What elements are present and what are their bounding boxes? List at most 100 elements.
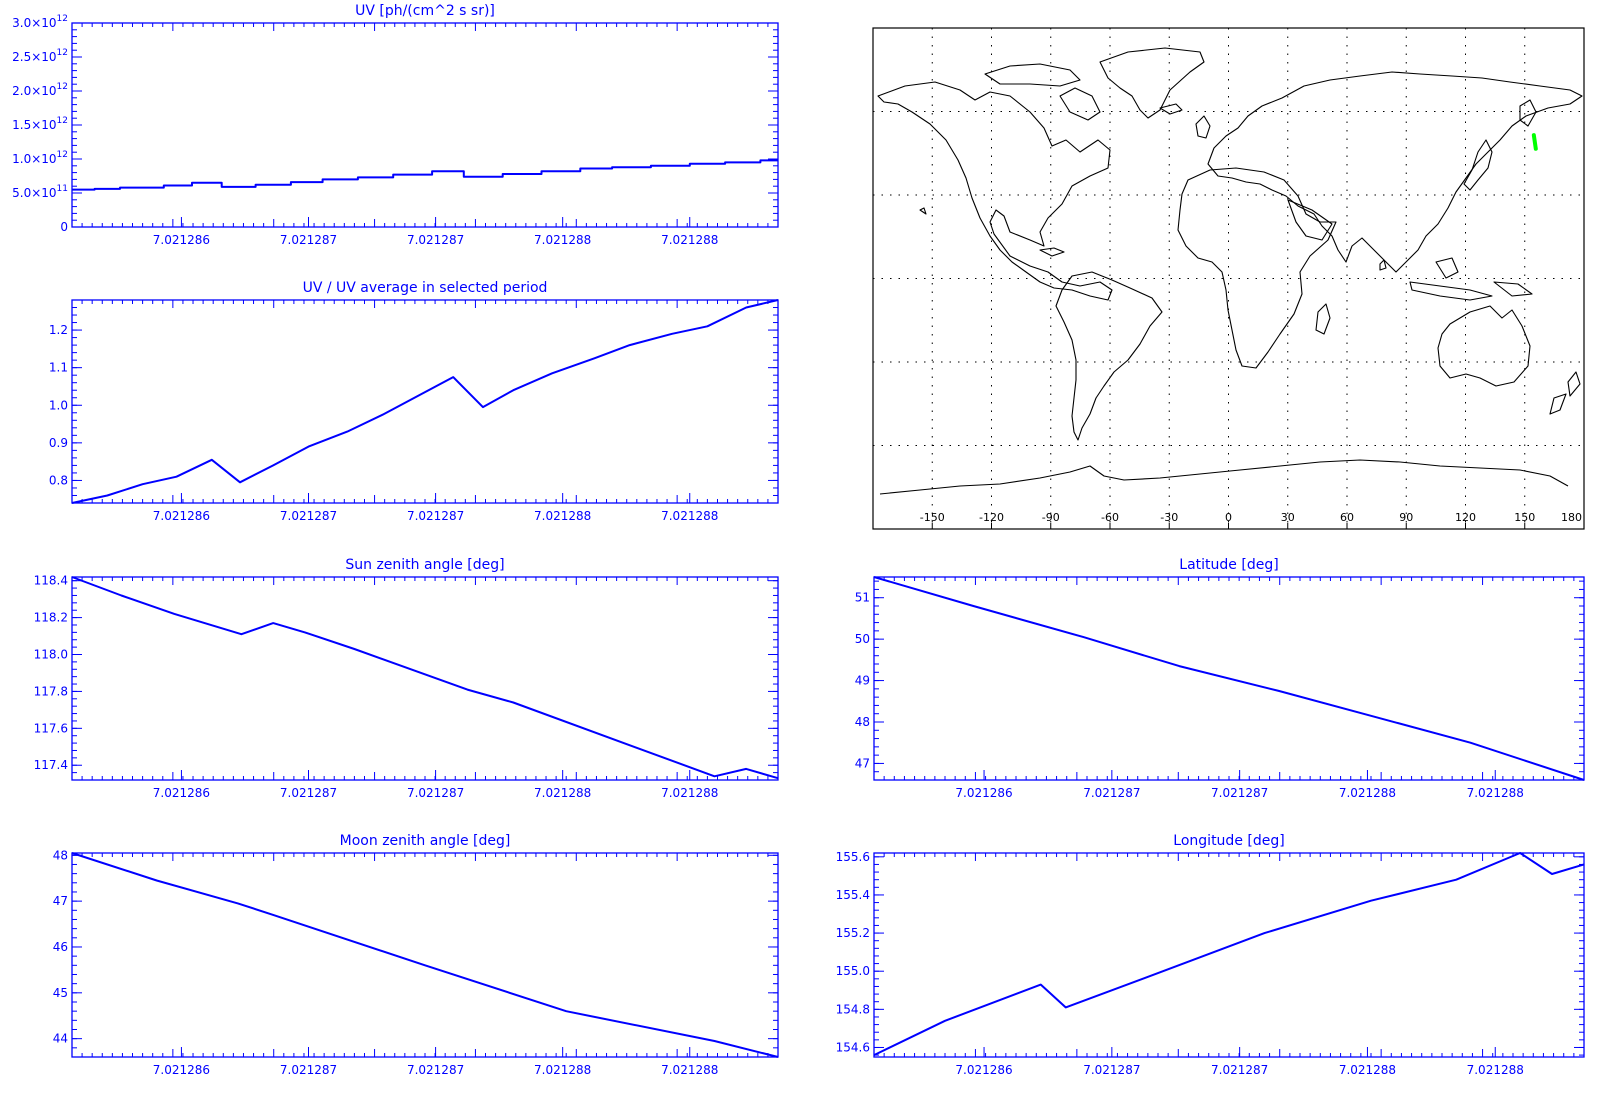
chart-lon: Longitude [deg] 7.021286 7.021287 7.021287 7…: [836, 833, 1585, 1077]
chart-sza: Sun zenith angle [deg] 7.021286 7.021287 7.…: [34, 557, 779, 800]
y-tick-label: 0: [60, 220, 68, 234]
coast-sri-lanka: [1379, 259, 1387, 271]
y-tick-label: 0.8: [49, 473, 68, 487]
plot-frame: [873, 852, 1585, 1058]
x-tick-label: 7.021286: [955, 1063, 1012, 1077]
y-tick-label: 118.2: [34, 611, 68, 625]
x-tick-label: 7.021287: [1083, 786, 1140, 800]
y-tick-label: 1.1: [49, 361, 68, 375]
coast-hawaii: [919, 207, 927, 215]
coast-australia: [1437, 305, 1531, 387]
y-tick-label: 44: [53, 1032, 68, 1046]
y-tick-label: 2.0×1012: [12, 82, 68, 98]
y-tick-label: 5.0×1011: [12, 184, 68, 200]
map-lon-label: 180: [1561, 511, 1582, 524]
y-tick-label: 118.0: [34, 648, 68, 662]
y-tick-label: 155.6: [836, 850, 870, 864]
plot-frame: [71, 22, 779, 228]
series-line: [71, 576, 779, 780]
y-tick-label: 1.2: [49, 323, 68, 337]
y-tick-label: 51: [855, 591, 870, 605]
coast-kamchatka: [1519, 99, 1537, 127]
x-tick-label: 7.021287: [1083, 1063, 1140, 1077]
x-tick-label: 7.021287: [280, 786, 337, 800]
map-lon-label: 30: [1281, 511, 1295, 524]
x-tick-label: 7.021286: [153, 509, 210, 523]
plot-frame: [71, 576, 779, 781]
map-gridlines: [873, 28, 1584, 529]
coast-arabia: [1287, 199, 1333, 241]
series-line: [71, 299, 779, 504]
coast-baffin: [1059, 87, 1101, 121]
x-tick-label: 7.021288: [1339, 1063, 1396, 1077]
coast-africa: [1177, 167, 1337, 369]
track-segment: [1531, 133, 1538, 151]
y-tick-label: 47: [855, 756, 870, 770]
coast-borneo: [1435, 257, 1459, 279]
series-line: [71, 852, 779, 1058]
y-tick-label: 154.6: [836, 1040, 870, 1054]
y-tick-label: 1.0: [49, 398, 68, 412]
y-tick-label: 117.6: [34, 721, 68, 735]
chart-title: Longitude [deg]: [1173, 833, 1284, 849]
y-tick-label: 2.5×1012: [12, 48, 68, 64]
x-tick-label: 7.021286: [153, 233, 210, 247]
x-tick-label: 7.021287: [280, 1063, 337, 1077]
coast-iceland: [1159, 103, 1183, 115]
y-tick-label: 50: [855, 632, 870, 646]
coast-caribbean: [1039, 247, 1065, 257]
x-tick-label: 7.021288: [1467, 1063, 1524, 1077]
map-lon-label: 90: [1399, 511, 1413, 524]
x-tick-label: 7.021287: [407, 509, 464, 523]
chart-title: Moon zenith angle [deg]: [340, 833, 511, 849]
map-coastlines: [877, 47, 1583, 495]
x-tick-label: 7.021288: [1467, 786, 1524, 800]
chart-mza: Moon zenith angle [deg] 7.021286 7.021287 7…: [53, 833, 779, 1077]
y-tick-label: 0.9: [49, 436, 68, 450]
coast-antarctica: [879, 459, 1569, 495]
coast-new-zealand-south: [1549, 393, 1567, 415]
chart-ratio: UV / UV average in selected period 7.0212…: [49, 280, 779, 523]
coast-arctic-islands: [984, 63, 1081, 87]
world-map-panel: -150 -120 -90 -60 -30 0 30 60 90 120 150 180: [872, 27, 1585, 530]
coast-indonesia: [1409, 281, 1493, 301]
x-tick-label: 7.021287: [407, 233, 464, 247]
y-tick-label: 1.0×1012: [12, 150, 68, 166]
chart-uv: UV [ph/(cm^2 s sr)] 7.021286 7.021287 7.021…: [12, 3, 779, 247]
map-lon-label: 120: [1455, 511, 1476, 524]
x-tick-label: 7.021287: [280, 509, 337, 523]
coast-north-america: [877, 81, 1113, 301]
series-line: [873, 852, 1585, 1057]
map-lon-label: -30: [1160, 511, 1178, 524]
y-tick-label: 118.4: [34, 574, 68, 588]
y-tick-label: 47: [53, 894, 68, 908]
series-line: [873, 576, 1585, 781]
map-longitude-axis: -150 -120 -90 -60 -30 0 30 60 90 120 150 180: [920, 511, 1585, 529]
chart-title: UV / UV average in selected period: [303, 280, 548, 296]
x-tick-label: 7.021286: [153, 786, 210, 800]
x-tick-label: 7.021286: [955, 786, 1012, 800]
x-tick-label: 7.021287: [407, 786, 464, 800]
x-tick-label: 7.021288: [661, 509, 718, 523]
x-tick-label: 7.021288: [1339, 786, 1396, 800]
map-lon-label: -150: [920, 511, 945, 524]
y-tick-label: 46: [53, 940, 68, 954]
map-lon-label: 0: [1225, 511, 1232, 524]
map-lon-label: -120: [979, 511, 1004, 524]
satellite-track: [1531, 133, 1538, 151]
y-tick-label: 48: [855, 715, 870, 729]
coast-south-america: [1055, 271, 1163, 441]
x-tick-label: 7.021288: [661, 233, 718, 247]
x-tick-label: 7.021287: [280, 233, 337, 247]
x-tick-label: 7.021288: [661, 1063, 718, 1077]
x-tick-label: 7.021288: [534, 509, 591, 523]
y-tick-label: 48: [53, 848, 68, 862]
x-tick-label: 7.021287: [1211, 786, 1268, 800]
plot-frame: [71, 299, 779, 504]
coast-madagascar: [1315, 303, 1331, 335]
chart-lat: Latitude [deg] 7.021286 7.021287 7.021287 7.…: [855, 557, 1585, 800]
x-tick-label: 7.021288: [661, 786, 718, 800]
series-line: [72, 159, 778, 191]
map-lon-label: 60: [1340, 511, 1354, 524]
